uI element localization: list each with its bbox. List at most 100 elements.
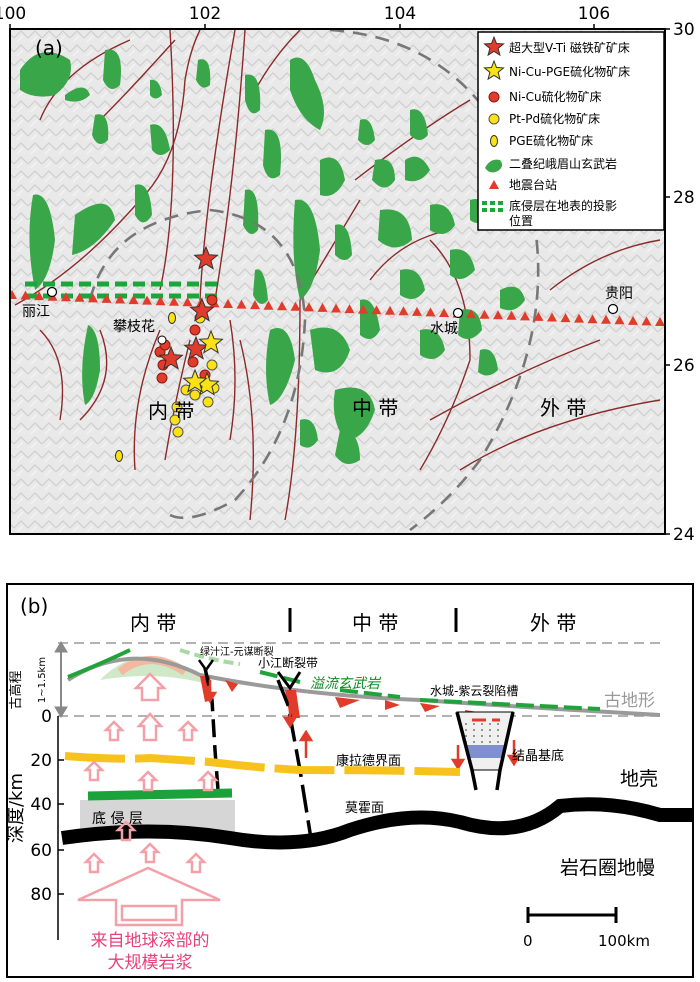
depth-axis-label: 深度/km [6, 773, 27, 843]
station-triangle [560, 313, 571, 323]
mantle-label: 岩石圈地幔 [560, 857, 655, 879]
rift-fill-dot [489, 741, 491, 743]
magma-label-2: 大规模岩浆 [108, 953, 193, 973]
basalt-patches [20, 49, 525, 464]
station-triangle [10, 290, 17, 299]
paleo-elevation-label: 古高程 [8, 670, 24, 709]
station-triangle [425, 307, 436, 317]
rift-fill-dot [481, 735, 483, 737]
moho-line [60, 797, 692, 850]
fault-lines [14, 29, 661, 521]
rift-fill-dot [497, 741, 499, 743]
legend-triangle-icon [489, 180, 499, 189]
rift-fill-dot [489, 735, 491, 737]
x-tick-104: 104 [384, 4, 416, 24]
city-panzhihua: 攀枝花 [113, 319, 155, 335]
legend-red-star-icon [483, 35, 505, 57]
rift-fill-dot [497, 735, 499, 737]
fault-arrows [202, 680, 522, 771]
station-triangle [277, 301, 287, 311]
rift-fill-dot [489, 723, 491, 725]
map-ticks [9, 24, 670, 535]
legend-yellow-star-icon [483, 59, 505, 81]
x-tick-102: 102 [189, 4, 221, 24]
legend-basalt-icon [485, 159, 503, 173]
zone-outer-b: 外 带 [530, 611, 576, 635]
rift-fill-dot [473, 741, 475, 743]
station-triangle [358, 304, 368, 314]
zone-middle-b: 中 带 [352, 611, 398, 635]
legend-label-basalt: 二叠纪峨眉山玄武岩 [509, 156, 617, 171]
fault2-tip [276, 671, 302, 691]
scale-bar [526, 907, 618, 923]
rift-fill-dot [481, 741, 483, 743]
cross-section-panel: (b) 内 带 中 带 外 带 古高程 1~1.5km 0 20 40 60 8 [6, 583, 694, 978]
legend-label-underplate: 底侵层在地表的投影 [509, 198, 617, 213]
legend-yellow-oval-icon [490, 135, 498, 147]
nicupge-deposit-star [182, 368, 208, 393]
station-triangle [398, 306, 409, 316]
legend-label-nicu: Ni-Cu硫化物矿床 [509, 89, 602, 104]
station-triangle [61, 292, 71, 302]
legend-box [477, 31, 665, 231]
depth-tick-40: 40 [30, 795, 52, 815]
vti-deposit-star [189, 297, 215, 322]
station-triangle [628, 315, 638, 325]
conrad-label: 康拉德界面 [336, 753, 401, 769]
paleo-range-label: 1~1.5km [37, 657, 48, 703]
rift-fill-dot [465, 723, 467, 725]
depth-tick-20: 20 [30, 751, 52, 771]
crust-label: 地壳 [620, 768, 658, 790]
station-triangle [614, 315, 625, 325]
depth-tick-80: 80 [30, 885, 52, 905]
station-triangle [533, 311, 544, 321]
rift-fill-dot [481, 723, 483, 725]
deposit-stars [158, 245, 224, 396]
city-shuicheng: 水城 [430, 321, 458, 337]
station-triangle [479, 309, 490, 319]
legend-label-ptpd: Pt-Pd硫化物矿床 [509, 111, 600, 126]
x-tick-100: 100 [0, 4, 26, 24]
station-triangle [263, 300, 274, 310]
station-triangle [290, 301, 301, 311]
station-triangle [520, 311, 530, 321]
fault2-label: 小江断裂带 [258, 655, 318, 670]
station-triangle [506, 310, 517, 320]
rift-fill-dot [489, 729, 491, 731]
x-tick-106: 106 [578, 4, 610, 24]
station-triangle [304, 302, 314, 312]
section-faults [203, 667, 515, 846]
underplate-label: 底 侵 层 [92, 810, 143, 827]
legend-label-station: 地震台站 [509, 177, 557, 192]
station-triangle [223, 299, 233, 308]
depth-tick-0: 0 [41, 707, 52, 727]
station-triangle [439, 308, 449, 317]
station-triangle [101, 293, 112, 303]
underplate-top [87, 788, 233, 801]
legend-label-vti: 超大型V-Ti 磁铁矿矿床 [509, 40, 630, 55]
fault1-tip [197, 659, 215, 673]
y-tick-30: 30 [673, 20, 695, 40]
station-triangle [88, 293, 98, 303]
y-tick-28: 28 [673, 188, 695, 208]
station-triangle [20, 290, 31, 300]
map-frame [9, 28, 666, 535]
moho-label: 莫霍面 [345, 801, 384, 816]
city-markers [46, 286, 619, 319]
station-triangle [641, 316, 652, 326]
depth-axis [57, 716, 64, 940]
rift-fill-dot [465, 729, 467, 731]
basalt-layer-left [67, 648, 131, 679]
depth-tick-60: 60 [30, 841, 52, 861]
station-triangle [182, 297, 193, 307]
vti-deposit-star [193, 245, 219, 270]
station-triangle [587, 314, 598, 324]
station-triangle [115, 294, 125, 304]
paleo-elevation-arrow [54, 641, 68, 718]
station-triangle [371, 305, 382, 315]
rift-fill-dot [473, 735, 475, 737]
rift-fill-dot [465, 735, 467, 737]
zone-outer-a: 外 带 [540, 396, 586, 420]
map-panel: 100 102 104 106 30 28 26 24 (a) 内 带 中 带 … [0, 4, 695, 545]
panel-a-label: (a) [35, 36, 63, 60]
